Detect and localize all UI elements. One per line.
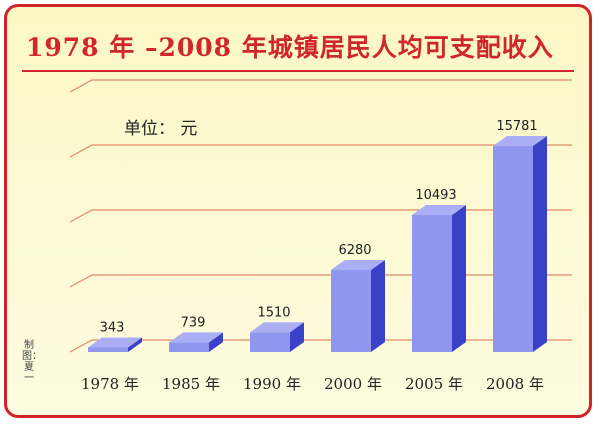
bar-side: [290, 322, 304, 352]
x-tick-label: 1978 年: [81, 375, 139, 393]
bar-side: [371, 260, 385, 352]
bar: [169, 342, 209, 352]
bar-top: [493, 136, 547, 146]
bar-side: [533, 136, 547, 352]
value-label: 1510: [257, 305, 290, 320]
value-label: 739: [181, 315, 206, 330]
grid-line: [69, 209, 572, 223]
bar: [493, 146, 533, 352]
x-tick-label: 2000 年: [324, 375, 382, 393]
x-tick-label: 2005 年: [405, 375, 463, 393]
bar-top: [169, 332, 223, 343]
title-underline: [22, 70, 574, 72]
grid-line: [69, 79, 572, 93]
value-label: 6280: [338, 243, 371, 258]
bar: [250, 332, 290, 352]
bar-side: [452, 205, 466, 352]
value-label: 343: [100, 321, 125, 336]
bars: [88, 136, 547, 352]
credit-text: 制图：夏一: [22, 340, 42, 384]
bar-top: [412, 205, 466, 216]
x-tick-label: 1990 年: [243, 375, 301, 393]
value-label: 15781: [496, 119, 537, 134]
bar: [331, 270, 371, 352]
labels: 343 1978 年 739 1985 年 1510 1990 年 6280 2000 年 10…: [81, 119, 544, 393]
unit-label: 单位： 元: [124, 119, 198, 139]
bar-side: [128, 337, 142, 352]
bar: [88, 347, 128, 352]
grid-line: [69, 144, 572, 158]
chart-title: 1978 年 –2008 年城镇居民人均可支配收入: [26, 33, 554, 62]
bar-top: [331, 260, 385, 271]
value-label: 10493: [415, 188, 456, 203]
x-tick-label: 1985 年: [162, 375, 220, 393]
x-tick-label: 2008 年: [486, 375, 544, 393]
bar-top: [88, 337, 142, 348]
bar-side: [209, 332, 223, 352]
bar-top: [250, 322, 304, 333]
bar: [412, 215, 452, 352]
